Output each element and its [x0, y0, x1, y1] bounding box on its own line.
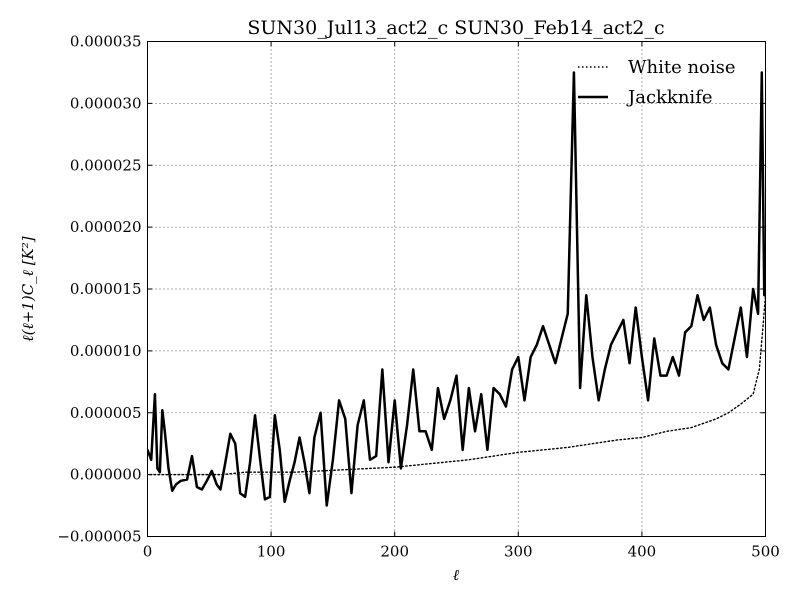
legend-label-jackknife: Jackknife — [626, 87, 713, 108]
x-tick-label: 300 — [504, 543, 533, 561]
y-tick-label: 0.000030 — [70, 94, 142, 112]
y-tick-label: 0.000010 — [70, 342, 142, 360]
series-line-white-noise — [149, 294, 766, 476]
chart-title: SUN30_Jul13_act2_c SUN30_Feb14_act2_c — [247, 17, 664, 39]
y-tick-label: 0.000000 — [70, 466, 142, 484]
x-tick-label: 100 — [257, 543, 286, 561]
x-tick-label: 200 — [380, 543, 409, 561]
legend-label-white-noise: White noise — [628, 57, 736, 78]
x-tick-label: 400 — [628, 543, 657, 561]
y-axis-label: ℓ(ℓ+1)C_ℓ [K²] — [19, 236, 37, 341]
y-tick-label: 0.000005 — [70, 404, 142, 422]
y-tick-label: −0.000005 — [57, 528, 141, 546]
y-tick-label: 0.000015 — [70, 280, 142, 298]
grid — [147, 41, 766, 537]
legend: White noise Jackknife — [578, 57, 736, 108]
ticks — [147, 41, 766, 537]
x-tick-labels: 0 100 200 300 400 500 — [143, 543, 780, 561]
x-tick-label: 500 — [751, 543, 780, 561]
y-tick-label: 0.000035 — [70, 33, 142, 51]
y-tick-label: 0.000020 — [70, 218, 142, 236]
series-layer — [147, 71, 766, 507]
x-axis-label: ℓ — [453, 566, 459, 584]
y-tick-labels: −0.000005 0.000000 0.000005 0.000010 0.00001… — [57, 33, 141, 546]
x-tick-label: 0 — [143, 543, 153, 561]
y-tick-label: 0.000025 — [70, 156, 142, 174]
series-line-jackknife — [147, 71, 766, 507]
